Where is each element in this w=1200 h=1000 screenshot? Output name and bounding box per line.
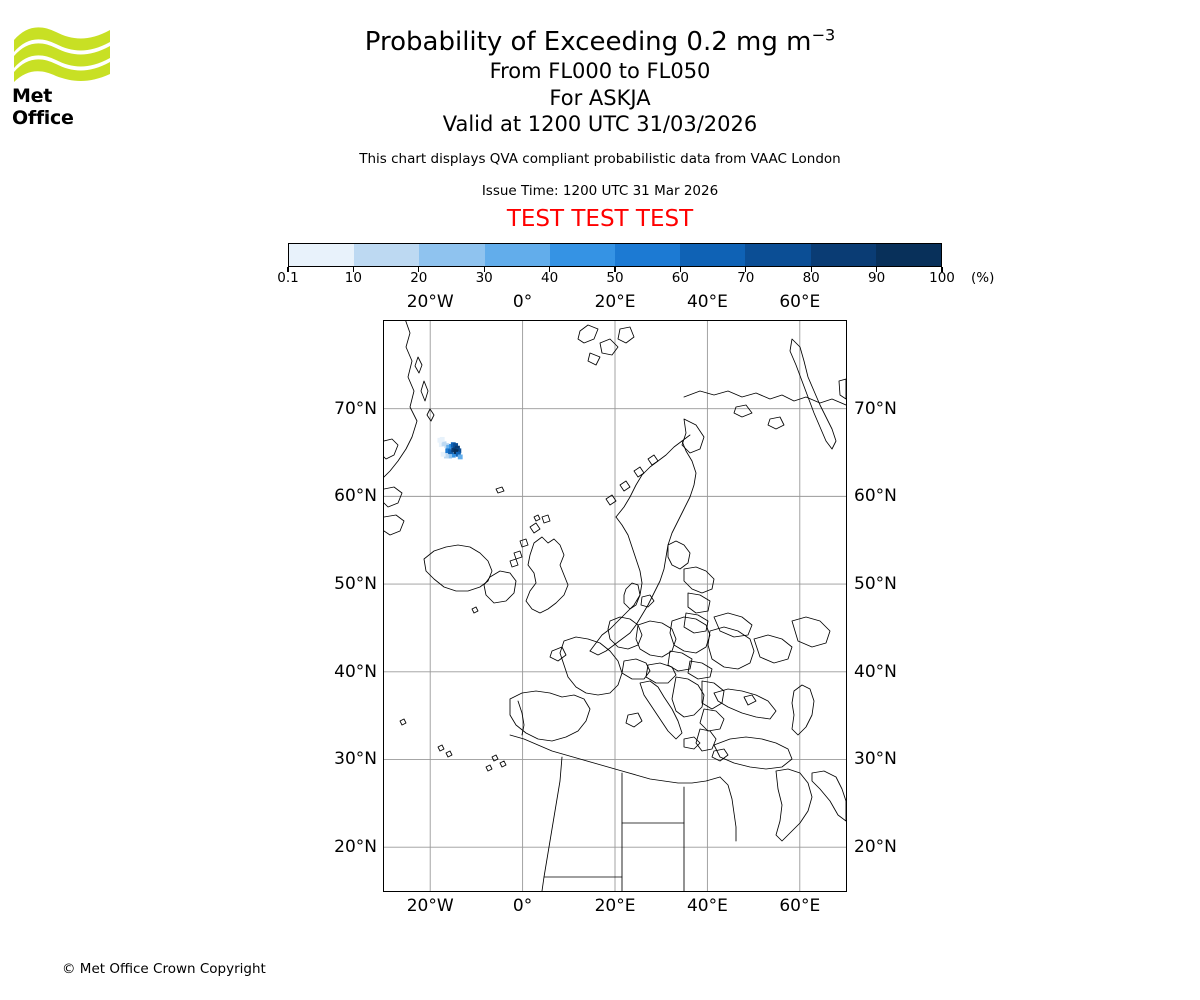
colorbar-band-1 <box>354 244 420 266</box>
lat-label-right-30: 30°N <box>854 749 897 770</box>
plume-cell-13 <box>440 451 446 457</box>
plume-cell-3 <box>446 444 452 450</box>
page-title: Probability of Exceeding 0.2 mg m−3 <box>0 27 1200 58</box>
probability-colorbar <box>288 243 942 267</box>
plume-cell-7 <box>455 445 460 451</box>
lat-label-left-50: 50°N <box>334 574 377 595</box>
plume-cell-17 <box>453 449 459 455</box>
colorbar-label-20: 20 <box>410 270 428 286</box>
colorbar-label-90: 90 <box>868 270 886 286</box>
valid-time-subtitle: Valid at 1200 UTC 31/03/2026 <box>442 112 758 137</box>
lon-label-bottom-60: 60°E <box>779 896 821 916</box>
lon-label-bottom-20: 20°E <box>594 896 636 916</box>
colorbar-label-10: 10 <box>344 270 362 286</box>
colorbar-label-80: 80 <box>802 270 820 286</box>
colorbar-tick-40 <box>549 267 551 272</box>
colorbar-label-0.1: 0.1 <box>277 270 299 286</box>
plume-cell-21 <box>439 436 445 442</box>
map-graphic <box>384 321 846 891</box>
copyright-text: © Met Office Crown Copyright <box>62 961 266 977</box>
plume-cell-10 <box>450 452 456 458</box>
lat-label-left-20: 20°N <box>334 837 377 858</box>
coastline-layer <box>384 321 846 891</box>
lat-label-left-30: 30°N <box>334 749 377 770</box>
lat-label-left-60: 60°N <box>334 486 377 507</box>
met-office-logo: Met Office <box>12 22 112 129</box>
lon-label-bottom--20: 20°W <box>406 896 454 916</box>
plume-cell-11 <box>447 453 453 459</box>
map-panel[interactable] <box>383 320 847 892</box>
colorbar-label-70: 70 <box>737 270 755 286</box>
lat-label-left-70: 70°N <box>334 398 377 419</box>
colorbar-label-40: 40 <box>541 270 559 286</box>
lon-label-top-0: 0° <box>512 292 533 312</box>
colorbar-tick-70 <box>745 267 747 272</box>
met-office-wave-icon <box>14 27 110 82</box>
page-title-text: Probability of Exceeding 0.2 mg m <box>364 27 812 57</box>
colorbar-tick-60 <box>679 267 681 272</box>
colorbar-tick-labels: 0.1 10 20 30 40 50 60 70 80 90 100 <box>277 270 955 288</box>
page-title-exponent: −3 <box>811 25 836 45</box>
chart-header: Probability of Exceeding 0.2 mg m−3 From… <box>0 0 1200 233</box>
colorbar-band-9 <box>875 244 942 266</box>
colorbar-tick-50 <box>614 267 616 272</box>
plume-cell-12 <box>443 453 449 459</box>
colorbar-label-100: 100 <box>929 270 955 286</box>
colorbar-label-30: 30 <box>475 270 493 286</box>
plume-cell-15 <box>448 449 453 455</box>
flight-level-subtitle: From FL000 to FL050 <box>489 58 711 83</box>
lon-label-top--20: 20°W <box>406 292 454 312</box>
colorbar-ticks <box>287 267 943 287</box>
colorbar-tick-10 <box>352 267 354 272</box>
colorbar-tick-0.1 <box>287 267 289 272</box>
plume-cell-1 <box>441 441 447 447</box>
colorbar-tick-80 <box>810 267 812 272</box>
colorbar-band-2 <box>419 244 485 266</box>
qva-note: This chart displays QVA compliant probab… <box>359 151 841 168</box>
lat-label-left-40: 40°N <box>334 661 377 682</box>
colorbar-band-8 <box>810 244 876 266</box>
lat-label-right-20: 20°N <box>854 837 897 858</box>
colorbar-band-7 <box>745 244 811 266</box>
met-office-logo-text: Met Office <box>12 85 74 129</box>
colorbar-label-50: 50 <box>606 270 624 286</box>
colorbar-tick-20 <box>418 267 420 272</box>
colorbar-tick-90 <box>876 267 878 272</box>
plume-cell-0 <box>438 442 444 448</box>
lat-label-right-40: 40°N <box>854 661 897 682</box>
colorbar-tick-30 <box>483 267 485 272</box>
lat-label-right-60: 60°N <box>854 486 897 507</box>
graticule-lines <box>384 321 846 891</box>
issue-time: Issue Time: 1200 UTC 31 Mar 2026 <box>481 183 719 200</box>
lon-label-top-20: 20°E <box>594 292 636 312</box>
plume-cell-8 <box>456 448 462 454</box>
lon-label-bottom-40: 40°E <box>686 896 728 916</box>
plume-cell-6 <box>453 443 459 448</box>
lon-label-bottom-0: 0° <box>512 896 533 916</box>
volcano-subtitle: For ASKJA <box>549 85 651 110</box>
colorbar-band-0 <box>289 244 355 266</box>
lat-label-right-50: 50°N <box>854 574 897 595</box>
lon-label-top-60: 60°E <box>779 292 821 312</box>
colorbar-tick-100 <box>941 267 943 272</box>
lon-label-top-40: 40°E <box>686 292 728 312</box>
colorbar-band-5 <box>615 244 681 266</box>
test-banner: TEST TEST TEST <box>506 206 694 233</box>
plume-cell-18 <box>455 451 461 457</box>
colorbar-unit-label: (%) <box>971 270 995 286</box>
colorbar-band-4 <box>549 244 616 266</box>
ash-plume-overlay <box>437 436 463 460</box>
colorbar-swatches <box>288 243 942 267</box>
plume-cell-14 <box>445 448 451 454</box>
plume-cell-19 <box>457 454 463 460</box>
colorbar-band-6 <box>680 244 746 266</box>
lat-label-right-70: 70°N <box>854 398 897 419</box>
colorbar-band-3 <box>484 244 550 266</box>
colorbar-label-60: 60 <box>671 270 689 286</box>
